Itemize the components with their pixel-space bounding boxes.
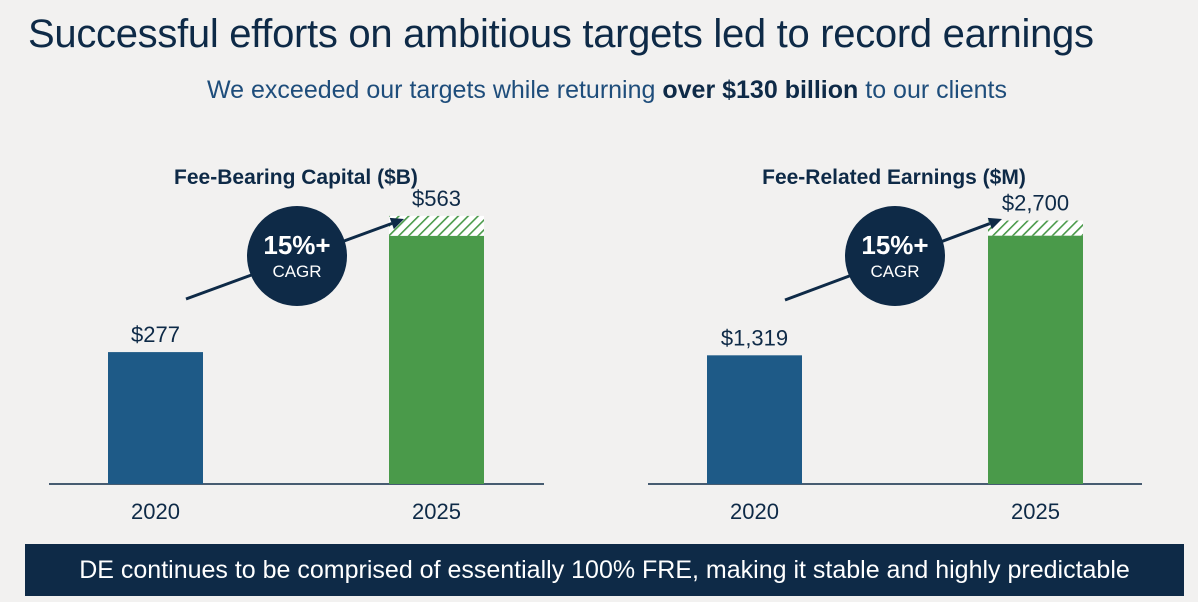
fbc-cagr-badge [247, 206, 347, 306]
fbc-tick-label-2025: 2025 [412, 499, 461, 524]
page-subtitle: We exceeded our targets while returning … [0, 76, 1198, 105]
fre-cagr-badge [845, 206, 945, 306]
fbc-tick-label-2020: 2020 [131, 499, 180, 524]
fbc-growth-arrowhead-icon [389, 217, 404, 230]
footer-banner: DE continues to be comprised of essentia… [25, 544, 1184, 596]
fbc-cagr-label: CAGR [272, 262, 321, 281]
fre-tick-label-2025: 2025 [1011, 499, 1060, 524]
fre-cagr-value: 15%+ [861, 230, 928, 260]
subtitle-text-post: to our clients [858, 76, 1007, 104]
fbc-cagr-value: 15%+ [263, 230, 330, 260]
chart-title-fee-related-earnings: Fee-Related Earnings ($M) [762, 166, 1026, 189]
fbc-bar-2025 [389, 235, 484, 484]
footer-text: DE continues to be comprised of essentia… [79, 555, 1130, 584]
fre-value-label-2020: $1,319 [721, 325, 788, 350]
fbc-bar-2025-outperformance [389, 215, 484, 236]
fre-bar-2025 [988, 235, 1083, 484]
fre-growth-arrowhead-icon [987, 217, 1002, 230]
subtitle-text-pre: We exceeded our targets while returning [207, 76, 663, 104]
chart-title-fee-bearing-capital: Fee-Bearing Capital ($B) [174, 166, 418, 189]
fbc-value-label-2020: $277 [131, 322, 180, 347]
fre-bar-2025-outperformance [988, 220, 1083, 236]
fre-cagr-label: CAGR [870, 262, 919, 281]
fre-tick-label-2020: 2020 [730, 499, 779, 524]
fre-value-label-2025: $2,700 [1002, 191, 1069, 216]
subtitle-highlight: over $130 billion [662, 76, 859, 104]
page-title: Successful efforts on ambitious targets … [28, 12, 1094, 56]
fbc-bar-2020 [108, 352, 203, 484]
fre-bar-2020 [707, 355, 802, 484]
fbc-value-label-2025: $563 [412, 186, 461, 211]
